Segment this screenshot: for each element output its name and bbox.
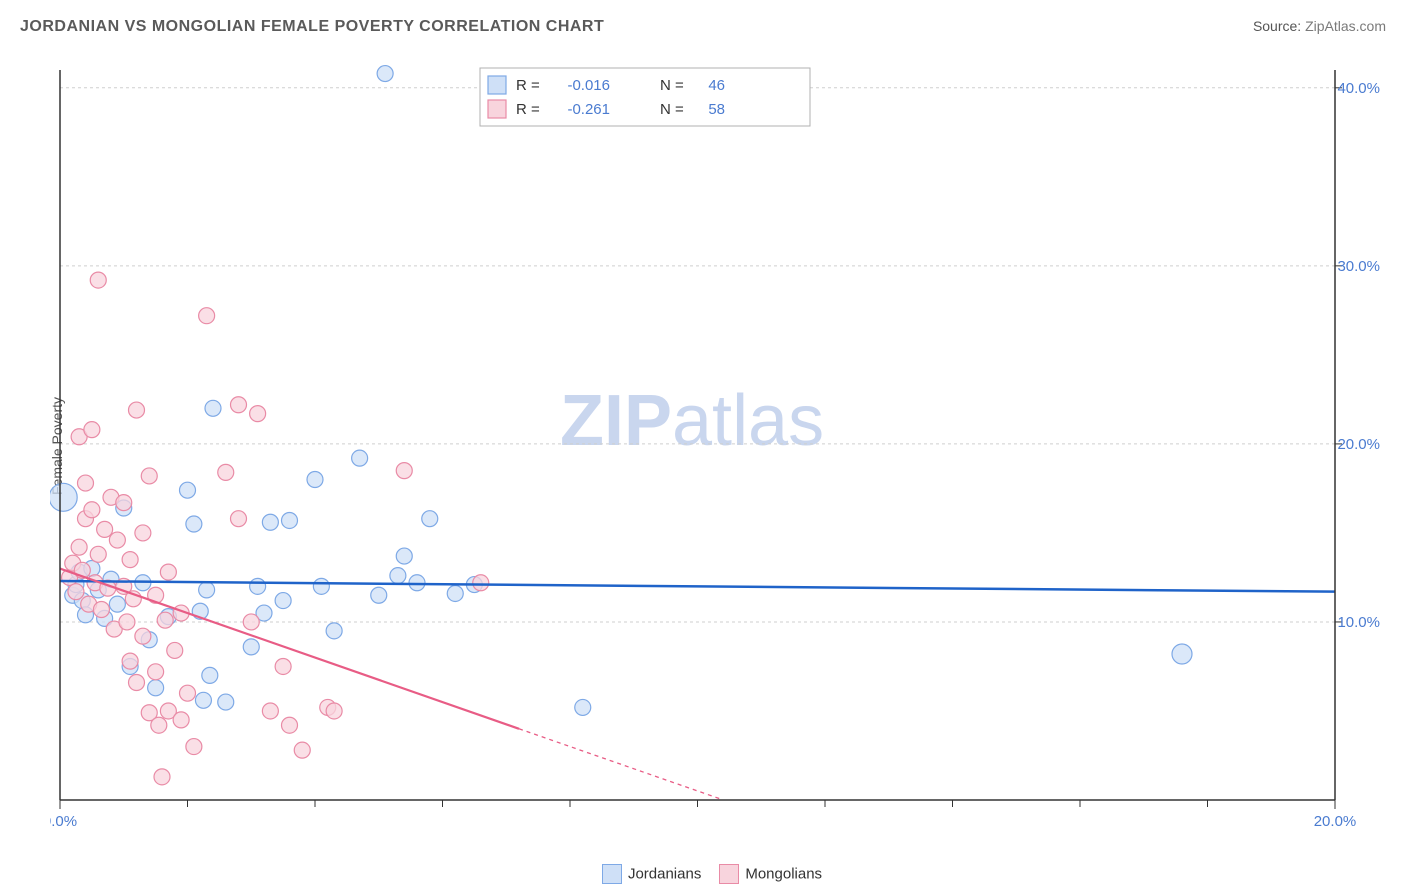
source-attribution: Source: ZipAtlas.com [1253,18,1386,34]
data-point[interactable] [167,642,183,658]
data-point[interactable] [90,272,106,288]
data-point[interactable] [122,653,138,669]
data-point[interactable] [422,511,438,527]
legend-n-label: N = [660,101,684,118]
data-point[interactable] [199,582,215,598]
data-point[interactable] [84,502,100,518]
data-point[interactable] [447,585,463,601]
series-legend: Jordanians Mongolians [0,864,1406,884]
trend-line-dashed [519,729,723,800]
data-point[interactable] [294,742,310,758]
scatter-chart: 0.0% 20.0% 10.0% 20.0% 30.0% 40.0% R = -0.016 N … [50,50,1380,830]
data-point[interactable] [307,472,323,488]
data-point[interactable] [135,525,151,541]
legend-r-value: -0.016 [567,77,610,94]
data-point[interactable] [160,564,176,580]
data-point[interactable] [371,587,387,603]
data-point[interactable] [157,612,173,628]
data-point[interactable] [151,717,167,733]
data-point[interactable] [186,739,202,755]
legend-swatch [488,76,506,94]
data-point[interactable] [250,578,266,594]
data-point[interactable] [93,601,109,617]
data-point[interactable] [262,703,278,719]
data-point[interactable] [71,539,87,555]
legend-n-label: N = [660,77,684,94]
data-point[interactable] [282,512,298,528]
data-point[interactable] [473,575,489,591]
y-tick-label: 40.0% [1337,80,1380,97]
y-tick-label: 10.0% [1337,614,1380,631]
data-point[interactable] [84,422,100,438]
data-point[interactable] [282,717,298,733]
y-tick-label: 30.0% [1337,258,1380,275]
data-point[interactable] [109,596,125,612]
data-point[interactable] [377,66,393,82]
data-point[interactable] [180,482,196,498]
legend-swatch [719,864,739,884]
data-point[interactable] [109,532,125,548]
data-point[interactable] [262,514,278,530]
legend-n-value: 46 [708,77,725,94]
data-point[interactable] [205,400,221,416]
data-point[interactable] [396,463,412,479]
legend-n-value: 58 [708,101,725,118]
legend-series-label: Jordanians [628,866,701,883]
legend-swatch [488,100,506,118]
data-point[interactable] [129,674,145,690]
legend-series-label: Mongolians [745,866,822,883]
data-point[interactable] [352,450,368,466]
data-point[interactable] [313,578,329,594]
data-point[interactable] [97,521,113,537]
legend-swatch [602,864,622,884]
data-point[interactable] [119,614,135,630]
chart-title: JORDANIAN VS MONGOLIAN FEMALE POVERTY CO… [20,18,604,36]
data-point[interactable] [243,639,259,655]
data-point[interactable] [154,769,170,785]
data-point[interactable] [275,658,291,674]
data-point[interactable] [231,397,247,413]
data-point[interactable] [90,546,106,562]
legend-r-value: -0.261 [567,101,610,118]
data-point[interactable] [202,667,218,683]
data-point[interactable] [396,548,412,564]
legend-r-label: R = [516,101,540,118]
data-point[interactable] [275,593,291,609]
data-point[interactable] [326,623,342,639]
legend-r-label: R = [516,77,540,94]
data-point[interactable] [218,694,234,710]
data-point[interactable] [180,685,196,701]
source-label: Source: [1253,18,1301,34]
data-point[interactable] [186,516,202,532]
data-point[interactable] [50,483,77,511]
data-point[interactable] [78,475,94,491]
data-point[interactable] [173,712,189,728]
data-point[interactable] [148,680,164,696]
data-point[interactable] [1172,644,1192,664]
data-point[interactable] [326,703,342,719]
y-tick-label: 20.0% [1337,436,1380,453]
data-point[interactable] [116,495,132,511]
data-point[interactable] [250,406,266,422]
data-point[interactable] [122,552,138,568]
data-point[interactable] [231,511,247,527]
data-point[interactable] [68,584,84,600]
data-point[interactable] [390,568,406,584]
data-point[interactable] [141,468,157,484]
data-point[interactable] [243,614,259,630]
x-tick-label: 20.0% [1314,813,1357,830]
data-point[interactable] [135,628,151,644]
source-value: ZipAtlas.com [1305,18,1386,34]
data-point[interactable] [148,664,164,680]
data-point[interactable] [195,692,211,708]
data-point[interactable] [218,464,234,480]
x-tick-label: 0.0% [50,813,77,830]
data-point[interactable] [199,308,215,324]
data-point[interactable] [129,402,145,418]
data-point[interactable] [575,699,591,715]
